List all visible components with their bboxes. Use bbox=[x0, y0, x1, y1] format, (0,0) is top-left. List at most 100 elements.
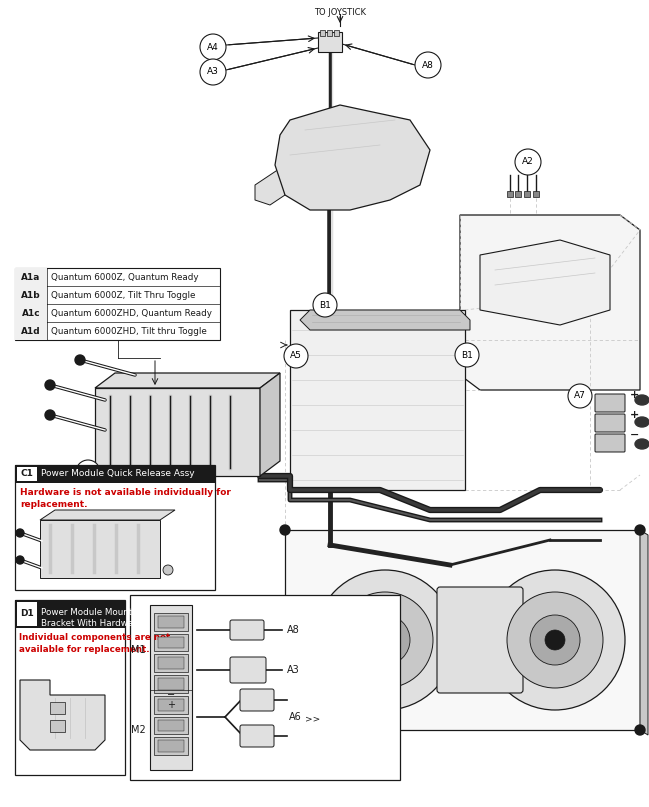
Text: +: + bbox=[630, 390, 639, 400]
Bar bbox=[130, 595, 400, 780]
Bar bbox=[50, 702, 65, 714]
Text: Power Module Quick Release Assy: Power Module Quick Release Assy bbox=[41, 470, 195, 479]
Text: A2: A2 bbox=[522, 157, 534, 166]
Circle shape bbox=[360, 615, 410, 665]
Circle shape bbox=[455, 343, 479, 367]
Bar bbox=[154, 654, 188, 672]
Text: Hardware is not available individually for
replacement.: Hardware is not available individually f… bbox=[20, 488, 231, 508]
Circle shape bbox=[515, 149, 541, 175]
Circle shape bbox=[200, 59, 226, 85]
Bar bbox=[515, 191, 521, 197]
Bar bbox=[158, 699, 184, 711]
Text: A4: A4 bbox=[207, 43, 219, 52]
Bar bbox=[154, 738, 188, 755]
Text: M2: M2 bbox=[130, 725, 145, 735]
FancyBboxPatch shape bbox=[230, 657, 266, 683]
Bar bbox=[154, 717, 188, 734]
Polygon shape bbox=[460, 215, 640, 390]
FancyBboxPatch shape bbox=[240, 725, 274, 747]
Text: M1: M1 bbox=[130, 645, 145, 655]
Text: >>: >> bbox=[305, 714, 320, 724]
Bar bbox=[533, 191, 539, 197]
Bar bbox=[185, 471, 210, 486]
Text: Individual components are not
available for replacement.: Individual components are not available … bbox=[19, 633, 170, 654]
Text: Power Module Mounting
Bracket With Hardware: Power Module Mounting Bracket With Hardw… bbox=[41, 608, 146, 628]
Text: Quantum 6000Z, Quantum Ready: Quantum 6000Z, Quantum Ready bbox=[51, 273, 199, 282]
Ellipse shape bbox=[635, 417, 649, 427]
Bar bbox=[507, 191, 513, 197]
Text: A3: A3 bbox=[207, 68, 219, 77]
Bar bbox=[158, 740, 184, 752]
Polygon shape bbox=[260, 373, 280, 476]
Circle shape bbox=[568, 384, 592, 408]
Bar bbox=[15, 304, 47, 322]
Bar bbox=[154, 613, 188, 631]
Text: +: + bbox=[167, 700, 175, 710]
Text: −: − bbox=[167, 690, 175, 700]
Text: Quantum 6000ZHD, Quantum Ready: Quantum 6000ZHD, Quantum Ready bbox=[51, 308, 212, 317]
Circle shape bbox=[545, 630, 565, 650]
Bar bbox=[40, 520, 160, 578]
Text: A8: A8 bbox=[422, 61, 434, 69]
FancyBboxPatch shape bbox=[595, 394, 625, 412]
Ellipse shape bbox=[635, 395, 649, 405]
FancyBboxPatch shape bbox=[437, 587, 523, 693]
Circle shape bbox=[280, 725, 290, 735]
Polygon shape bbox=[20, 680, 105, 750]
Bar bbox=[158, 678, 184, 690]
Bar bbox=[285, 530, 640, 730]
Polygon shape bbox=[255, 165, 285, 205]
Circle shape bbox=[337, 592, 433, 688]
Bar bbox=[290, 310, 465, 490]
Polygon shape bbox=[40, 510, 175, 520]
Bar bbox=[150, 605, 192, 770]
Text: Quantum 6000ZHD, Tilt thru Toggle: Quantum 6000ZHD, Tilt thru Toggle bbox=[51, 327, 207, 336]
FancyBboxPatch shape bbox=[595, 434, 625, 452]
Circle shape bbox=[507, 592, 603, 688]
Bar bbox=[15, 268, 47, 286]
Text: A7: A7 bbox=[574, 391, 586, 400]
Bar bbox=[334, 30, 339, 36]
Bar bbox=[158, 616, 184, 628]
Text: −: − bbox=[630, 430, 639, 440]
Polygon shape bbox=[480, 240, 610, 325]
Bar bbox=[158, 658, 184, 669]
Circle shape bbox=[76, 460, 100, 484]
Text: C1: C1 bbox=[21, 470, 34, 479]
FancyBboxPatch shape bbox=[595, 414, 625, 432]
Polygon shape bbox=[300, 310, 470, 330]
Bar bbox=[320, 30, 325, 36]
Circle shape bbox=[635, 725, 645, 735]
Circle shape bbox=[280, 525, 290, 535]
Text: A1a: A1a bbox=[21, 273, 41, 282]
Bar bbox=[15, 600, 125, 775]
Circle shape bbox=[75, 355, 85, 365]
Bar bbox=[524, 191, 530, 197]
Bar bbox=[158, 720, 184, 731]
Bar bbox=[154, 675, 188, 693]
Text: A1d: A1d bbox=[21, 327, 41, 336]
Bar bbox=[50, 720, 65, 732]
Bar bbox=[154, 633, 188, 651]
Circle shape bbox=[16, 529, 24, 537]
Bar bbox=[115, 471, 140, 486]
Text: Quantum 6000Z, Tilt Thru Toggle: Quantum 6000Z, Tilt Thru Toggle bbox=[51, 291, 195, 299]
Polygon shape bbox=[640, 530, 648, 735]
Circle shape bbox=[530, 615, 580, 665]
Circle shape bbox=[315, 570, 455, 710]
Polygon shape bbox=[95, 373, 280, 388]
Circle shape bbox=[200, 34, 226, 60]
Circle shape bbox=[375, 630, 395, 650]
Text: A3: A3 bbox=[287, 665, 300, 675]
Circle shape bbox=[16, 556, 24, 564]
Text: +: + bbox=[630, 410, 639, 420]
Circle shape bbox=[45, 380, 55, 390]
Bar bbox=[15, 465, 215, 483]
Circle shape bbox=[284, 344, 308, 368]
Bar bbox=[158, 637, 184, 649]
Bar bbox=[15, 322, 47, 340]
Circle shape bbox=[635, 525, 645, 535]
Circle shape bbox=[485, 570, 625, 710]
Text: A1c: A1c bbox=[21, 308, 40, 317]
Text: A1b: A1b bbox=[21, 291, 41, 299]
